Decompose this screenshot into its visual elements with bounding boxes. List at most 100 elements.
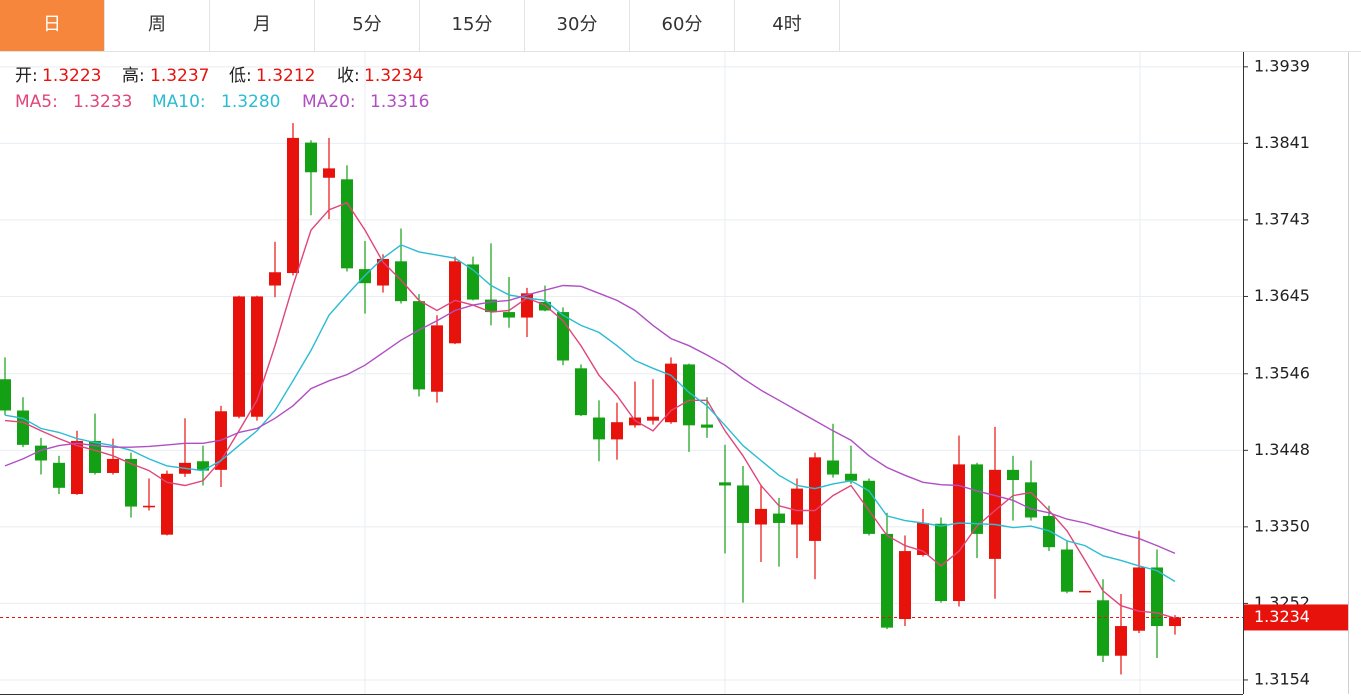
- candle-body: [809, 457, 821, 541]
- tab-label[interactable]: 月: [253, 14, 271, 35]
- candle-body: [683, 364, 695, 426]
- tab[interactable]: [105, 0, 209, 51]
- info-label: 开:: [15, 66, 38, 86]
- candle-body: [701, 424, 713, 428]
- current-price-label: 1.3234: [1254, 607, 1310, 626]
- current-price-box: [1244, 604, 1348, 631]
- candle-body: [845, 473, 857, 481]
- tab[interactable]: [735, 0, 839, 51]
- candle-body: [431, 325, 443, 392]
- ma-line: [4, 244, 1176, 583]
- info-label: 收:: [337, 66, 360, 86]
- legend-value: 1.3280: [221, 92, 280, 112]
- candle-body: [575, 368, 587, 416]
- candle-body: [1061, 549, 1073, 592]
- candle-body: [197, 461, 209, 471]
- candle-body: [53, 462, 65, 488]
- candle-body: [0, 379, 11, 411]
- legend-label: MA5:: [15, 92, 58, 112]
- candle-body: [143, 505, 155, 508]
- candle-body: [1133, 567, 1145, 631]
- y-tick-label: 1.3939: [1254, 56, 1310, 75]
- tab[interactable]: [630, 0, 734, 51]
- candle-body: [1097, 600, 1109, 656]
- y-tick-label: 1.3154: [1254, 669, 1310, 688]
- candle-body: [503, 312, 515, 318]
- tab-label[interactable]: 日: [43, 14, 61, 35]
- candle-body: [1115, 626, 1127, 656]
- info-value: 1.3212: [256, 66, 315, 86]
- tab-label[interactable]: 周: [148, 14, 166, 35]
- legend-value: 1.3316: [370, 92, 429, 112]
- candle-body: [1151, 567, 1163, 627]
- tab[interactable]: [315, 0, 419, 51]
- y-tick-label: 1.3448: [1254, 440, 1310, 459]
- candle-body: [1007, 469, 1019, 480]
- ma-line: [4, 284, 1176, 555]
- candle-body: [935, 523, 947, 602]
- legend-value: 1.3233: [73, 92, 132, 112]
- candle-body: [305, 142, 317, 173]
- tab[interactable]: [0, 0, 104, 51]
- tab-label[interactable]: 60分: [662, 14, 703, 35]
- candle-body: [719, 482, 731, 486]
- tab-label[interactable]: 4时: [772, 14, 801, 35]
- info-label: 高:: [122, 66, 145, 86]
- y-tick-label: 1.3743: [1254, 209, 1310, 228]
- y-tick-label: 1.3546: [1254, 363, 1310, 382]
- candle-body: [413, 301, 425, 390]
- candle-body: [107, 458, 119, 473]
- tab[interactable]: [525, 0, 629, 51]
- legend-label: MA20:: [302, 92, 356, 112]
- candle-body: [287, 137, 299, 274]
- candle-body: [629, 417, 641, 426]
- tab[interactable]: [210, 0, 314, 51]
- candle-body: [737, 485, 749, 523]
- candle-body: [611, 422, 623, 440]
- candle-body: [881, 533, 893, 628]
- info-value: 1.3234: [364, 66, 423, 86]
- candle-body: [1079, 590, 1091, 593]
- candle-body: [449, 261, 461, 344]
- candle-body: [557, 312, 569, 361]
- candle-body: [971, 464, 983, 534]
- candle-body: [269, 272, 281, 286]
- candle-body: [17, 410, 29, 445]
- info-value: 1.3223: [42, 66, 101, 86]
- candle-body: [773, 513, 785, 523]
- candle-body: [917, 522, 929, 555]
- candle-body: [755, 508, 767, 525]
- candle-body: [593, 417, 605, 440]
- legend-label: MA10:: [152, 92, 206, 112]
- tab-label[interactable]: 30分: [557, 14, 598, 35]
- tab-label[interactable]: 15分: [452, 14, 493, 35]
- candle-body: [323, 168, 335, 178]
- candle-body: [647, 416, 659, 421]
- candle-body: [953, 464, 965, 602]
- candle-body: [989, 469, 1001, 559]
- candle-body: [341, 179, 353, 269]
- tab-label[interactable]: 5分: [352, 14, 381, 35]
- info-label: 低:: [229, 66, 252, 86]
- candle-body: [1169, 617, 1181, 627]
- candle-body: [71, 440, 83, 495]
- y-tick-label: 1.3350: [1254, 516, 1310, 535]
- y-tick-label: 1.3645: [1254, 286, 1310, 305]
- candle-body: [233, 296, 245, 417]
- candle-body: [791, 488, 803, 525]
- y-tick-label: 1.3841: [1254, 133, 1310, 152]
- info-row: 开: 1.3223 高: 1.3237 低: 1.3212 收: 1.3234: [15, 66, 423, 86]
- candle-body: [827, 460, 839, 475]
- candle-body: [899, 551, 911, 620]
- candle-body: [251, 296, 263, 417]
- info-value: 1.3237: [150, 66, 209, 86]
- candle-body: [395, 261, 407, 302]
- candle-body: [539, 301, 551, 311]
- plot-area: [0, 66, 1243, 681]
- candle-body: [125, 458, 137, 507]
- tab[interactable]: [420, 0, 524, 51]
- candle-body: [665, 363, 677, 423]
- candle-body: [161, 473, 173, 535]
- candle-body: [1025, 482, 1037, 518]
